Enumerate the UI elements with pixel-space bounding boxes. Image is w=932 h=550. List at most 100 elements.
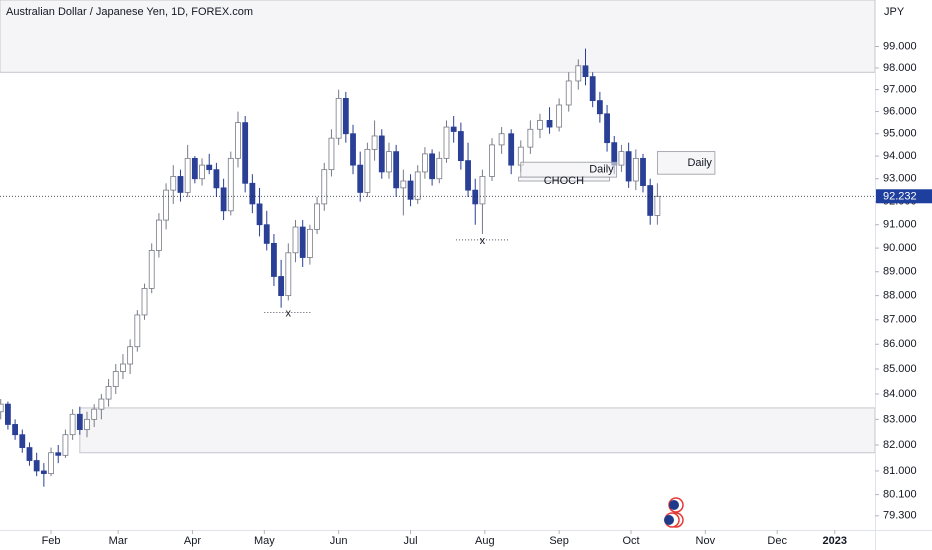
candle-body [625, 151, 632, 182]
event-icon [664, 515, 674, 525]
zone [79, 407, 876, 454]
x-tick-label: Apr [184, 535, 201, 547]
candle-body [134, 314, 141, 348]
candle-body [278, 276, 285, 297]
x-tick-label: Dec [767, 535, 787, 547]
x-tick-label: Feb [42, 535, 61, 547]
candle-body [611, 142, 618, 166]
candle-body [443, 126, 450, 159]
candle-body [575, 65, 582, 82]
axis: 79.300 80.100 81.000 82.000 83.000 84.000 85.0… [42, 40, 932, 547]
candle-body [647, 185, 654, 216]
candle-body [55, 452, 62, 456]
y-tick-label: 80.100 [883, 488, 917, 500]
x-tick-label: Aug [475, 535, 495, 547]
candle-body [400, 180, 407, 189]
candle-body [654, 195, 661, 216]
candle-body [422, 153, 428, 173]
y-tick-label: 94.000 [883, 150, 917, 162]
x-tick-label: May [254, 535, 275, 547]
y-tick-label: 91.000 [883, 219, 917, 231]
candle-body [371, 135, 378, 150]
candle-body [33, 460, 40, 472]
candle-body [565, 80, 572, 106]
y-tick-label: 97.000 [883, 84, 917, 96]
candle-body [227, 157, 234, 212]
candle-body [177, 176, 184, 193]
y-tick-label: 79.300 [883, 510, 917, 522]
candle-body [199, 164, 205, 180]
last-price-tag [876, 189, 932, 204]
y-tick-label: 82.000 [883, 439, 917, 451]
candle-body [292, 226, 299, 254]
event-icon [669, 500, 679, 510]
candle-body [26, 447, 33, 461]
y-tick-label: 81.000 [883, 465, 917, 477]
candle-body [357, 164, 364, 193]
candle-body [350, 133, 356, 166]
zone [0, 0, 876, 73]
candle-body [206, 164, 213, 171]
candle-body [19, 434, 26, 448]
event-icons [664, 497, 684, 528]
last-price-label: 92.232 [883, 191, 917, 203]
y-tick-label: 98.000 [883, 62, 917, 74]
y-tick-label: 93.000 [883, 173, 917, 185]
candle-body [386, 151, 392, 173]
candle-body [393, 151, 400, 189]
candle-body [285, 252, 292, 297]
candle-body [213, 169, 220, 189]
candle-body [105, 386, 112, 400]
y-tick-label: 88.000 [883, 290, 917, 302]
candle-body [328, 137, 335, 171]
x-tick-label: Mar [109, 535, 128, 547]
zones [0, 0, 876, 454]
candle-body [450, 126, 457, 132]
y-tick-label: 87.000 [883, 314, 917, 326]
y-tick-label: 95.000 [883, 128, 917, 140]
candle-body [465, 160, 471, 191]
y-tick-label: 90.000 [883, 242, 917, 254]
y-tick-label: 85.000 [883, 363, 917, 375]
candle-body [364, 148, 371, 193]
candle-body [537, 120, 543, 130]
candle-body [589, 76, 596, 101]
candle-body [62, 434, 69, 456]
candle-body [335, 97, 342, 139]
y-tick-label: 99.000 [883, 40, 917, 52]
candle-body [306, 228, 313, 258]
candle-body [249, 182, 256, 205]
candle-body [508, 133, 515, 166]
candle-body [170, 176, 177, 191]
candle-body [407, 180, 414, 200]
candle-body [184, 157, 191, 193]
candle-body [141, 288, 148, 316]
candle-body [429, 153, 436, 180]
candle-body [271, 242, 277, 277]
plot: Daily CHOCH Daily x x [0, 48, 875, 487]
candle-body [242, 122, 249, 184]
candle-body [98, 398, 105, 410]
x-tick-label: Jul [404, 535, 418, 547]
y-tick-label: 89.000 [883, 266, 917, 278]
candle-body [235, 122, 241, 159]
candle-body [342, 97, 349, 135]
candle-body [163, 189, 169, 221]
candle-body [48, 452, 54, 474]
y-tick-label: 84.000 [883, 388, 917, 400]
candle-body [12, 424, 18, 436]
candle-body [155, 219, 162, 251]
candle-body [69, 413, 76, 436]
candle-body [299, 226, 306, 258]
candle-body [220, 187, 227, 212]
candle-body [378, 135, 385, 173]
candle-body [546, 120, 553, 128]
candle-body [457, 131, 464, 162]
candle-body [40, 470, 47, 474]
annotation-label: CHOCH [544, 175, 584, 187]
y-tick-label: 96.000 [883, 105, 917, 117]
annotation-box [656, 151, 716, 175]
